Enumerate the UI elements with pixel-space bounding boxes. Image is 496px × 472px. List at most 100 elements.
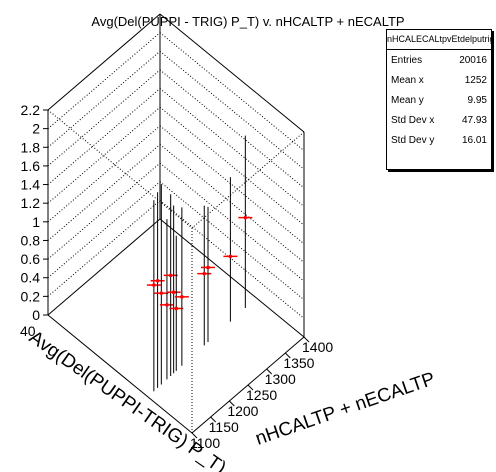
data-point [201, 206, 215, 342]
z-tick-label: 1 [32, 214, 40, 230]
marker-dot [180, 295, 184, 299]
base-front-edge [47, 314, 193, 434]
marker-dot [243, 215, 248, 220]
z-gridline-left [47, 88, 161, 185]
z-gridline-left [47, 144, 161, 241]
top-back-edge [159, 13, 305, 133]
z-tick-label: 1.2 [21, 195, 41, 211]
stats-box: nHCALECALtpvEtdelputrig Entries 20016 Me… [386, 29, 495, 170]
z-tick-label: 0.2 [21, 288, 41, 304]
stats-value: 1252 [464, 75, 487, 86]
x-tick-label: 1150 [209, 419, 239, 435]
z-tick-label: 1.4 [21, 177, 41, 193]
z-tick-label: 0.4 [21, 270, 41, 286]
stats-row-std-y: Std Dev y 16.01 [387, 130, 491, 150]
z-gridlines [47, 32, 305, 319]
z-tick-label: 1.6 [21, 158, 41, 174]
x-tick-label: 1200 [227, 403, 258, 419]
stats-label: Std Dev y [391, 135, 435, 146]
base-left-edge [47, 218, 161, 316]
stats-value: 9.95 [467, 95, 487, 106]
x-tick-label: 1350 [283, 355, 314, 371]
x-tick [247, 384, 254, 391]
z-gridline-left [47, 50, 161, 148]
stats-row-mean-y: Mean y 9.95 [387, 90, 491, 110]
z-gridline-back [159, 199, 305, 319]
base-back-edge [159, 218, 305, 338]
z-tick-label: 0.8 [21, 232, 41, 248]
x-tick [266, 368, 273, 375]
stats-value: 47.93 [461, 115, 487, 126]
data-points [146, 135, 253, 392]
marker-dot [174, 306, 179, 311]
x-tick [303, 336, 310, 343]
x-tick [228, 400, 235, 407]
z-gridline-back [159, 125, 305, 245]
y-axis: 40 [20, 323, 36, 339]
data-point [197, 205, 212, 346]
marker-dot [155, 278, 160, 283]
z-gridline-back [159, 69, 305, 189]
z-axis: 0 0.2 0.4 0.6 0.8 1 1.2 1.4 1.6 1.8 2 2.2 [21, 102, 48, 323]
marker-dot [152, 283, 156, 287]
data-point [223, 177, 238, 322]
z-tick-label: 1.8 [21, 139, 41, 155]
stats-label: Mean x [391, 75, 424, 86]
stats-name: nHCALECALtpvEtdelputrig [387, 30, 495, 50]
z-gridline-back [159, 50, 305, 170]
y-tick-label: 40 [20, 323, 36, 339]
marker-dot [202, 271, 207, 276]
stats-row-entries: Entries 20016 [387, 50, 491, 70]
x-tick [284, 352, 291, 359]
z-gridline-left [47, 181, 161, 279]
z-gridline-left [47, 162, 161, 260]
data-point [154, 184, 169, 385]
z-gridline-left [47, 106, 161, 204]
marker-dot [168, 273, 173, 278]
x-tick-label: 1300 [265, 371, 296, 387]
data-point [238, 135, 253, 308]
z-gridline-back [159, 181, 305, 301]
stats-label: Mean y [391, 95, 424, 106]
stats-row-mean-x: Mean x 1252 [387, 70, 491, 90]
z-gridline-left [47, 125, 161, 223]
z-tick-label: 2.2 [21, 102, 41, 118]
data-point [159, 219, 174, 380]
data-point [169, 235, 184, 371]
z-gridline-back [159, 106, 305, 226]
data-point [163, 194, 178, 376]
x-tick [210, 416, 217, 423]
z-gridline-back [159, 162, 305, 282]
z-tick-label: 2 [32, 121, 40, 137]
chart-title: Avg(Del(PUPPI - TRIG) P_T) v. nHCALTP + … [91, 14, 405, 29]
z-gridline-left [47, 69, 161, 167]
stats-label: Std Dev x [391, 115, 435, 126]
z-gridline-left [47, 199, 161, 297]
z-gridline-left [47, 32, 161, 130]
x-tick-label: 1250 [246, 387, 277, 403]
marker-dot [206, 265, 210, 270]
top-left-edge [47, 13, 161, 111]
top-front-edge [47, 109, 193, 229]
x-tick [191, 432, 198, 439]
z-gridline-back [159, 88, 305, 207]
data-point [166, 205, 181, 374]
top-right-edge [191, 131, 305, 229]
stats-label: Entries [391, 55, 423, 66]
data-point [174, 207, 189, 366]
stats-value: 16.01 [461, 135, 487, 146]
marker-dot [171, 290, 176, 295]
stats-value: 20016 [459, 55, 487, 66]
x-tick-label: 1100 [190, 435, 220, 451]
z-gridline-back [159, 32, 305, 152]
stats-row-std-x: Std Dev x 47.93 [387, 110, 491, 130]
z-gridline-back [159, 144, 305, 263]
y-axis-title: Avg(Del(PUPPI-TRIG) P_T) [25, 327, 230, 472]
marker-dot [159, 291, 164, 295]
marker-dot [165, 303, 169, 307]
z-tick-label: 0.6 [21, 251, 41, 267]
x-tick-label: 1400 [302, 339, 333, 355]
z-tick-label: 0 [32, 307, 40, 323]
